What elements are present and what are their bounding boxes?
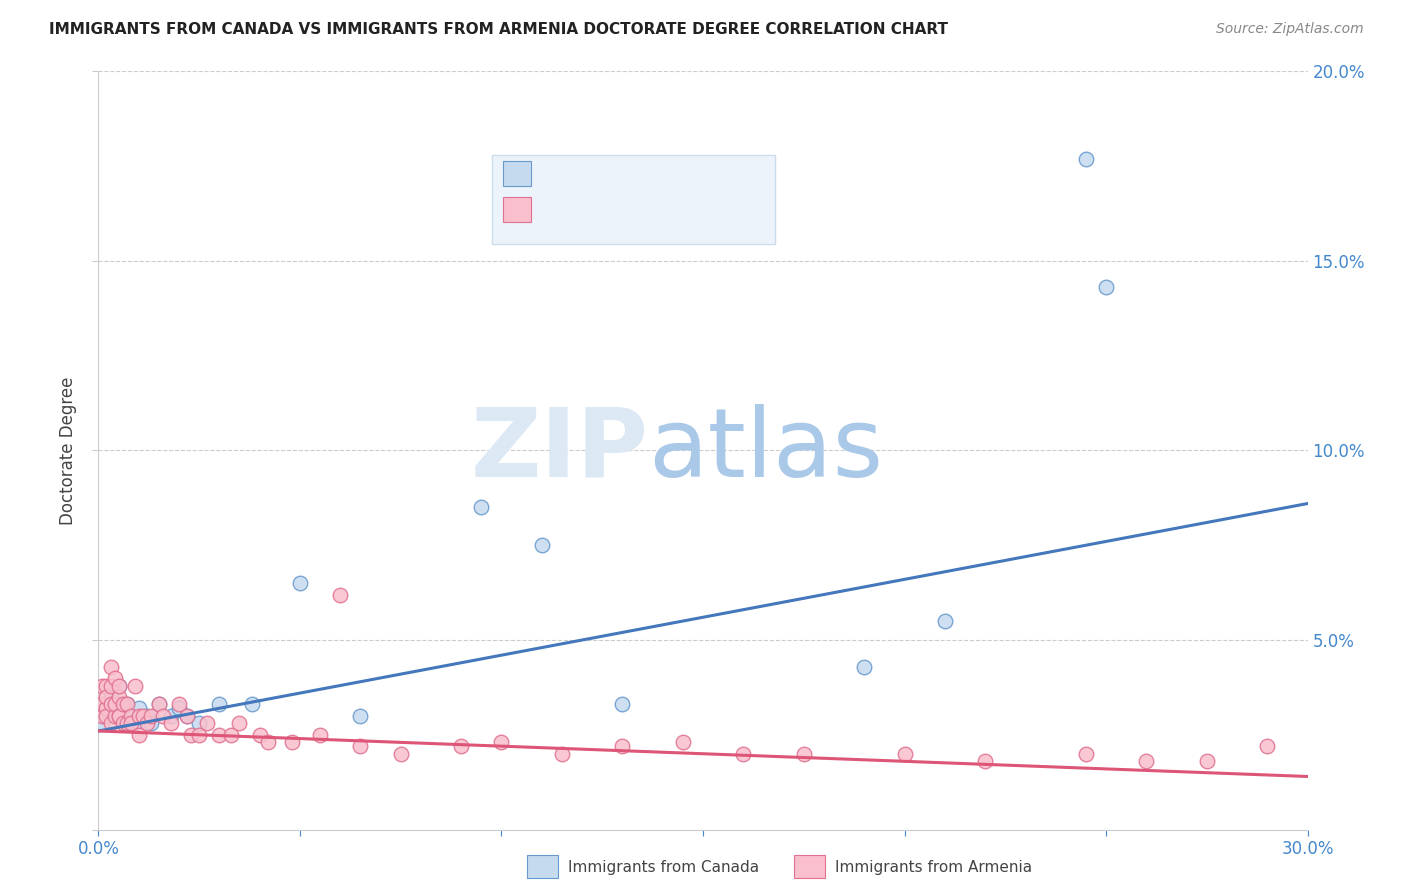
Point — [329, 588, 352, 602]
Point — [107, 690, 129, 704]
Point — [91, 698, 114, 712]
Point — [120, 708, 142, 723]
Point — [115, 698, 138, 712]
Text: Immigrants from Canada: Immigrants from Canada — [568, 860, 759, 874]
Point — [148, 698, 170, 712]
Point — [281, 735, 304, 749]
Point — [389, 747, 412, 761]
Point — [100, 716, 122, 731]
Point — [249, 728, 271, 742]
Point — [188, 728, 211, 742]
Point — [176, 708, 198, 723]
Point — [107, 679, 129, 693]
Point — [100, 679, 122, 693]
Point — [148, 698, 170, 712]
Point — [974, 755, 997, 769]
Point — [120, 716, 142, 731]
Point — [176, 708, 198, 723]
Point — [107, 679, 129, 693]
Text: atlas: atlas — [648, 404, 884, 497]
Point — [221, 728, 243, 742]
Text: R = -0.224   N = 61: R = -0.224 N = 61 — [543, 202, 693, 217]
Point — [91, 716, 114, 731]
Point — [349, 739, 371, 753]
Point — [152, 708, 174, 723]
Point — [612, 698, 634, 712]
Point — [551, 747, 574, 761]
Point — [132, 708, 155, 723]
Point — [91, 708, 114, 723]
Point — [256, 735, 278, 749]
Point — [91, 679, 114, 693]
Point — [240, 698, 263, 712]
Point — [934, 614, 956, 628]
Point — [612, 739, 634, 753]
Point — [208, 728, 231, 742]
Point — [309, 728, 332, 742]
Point — [1195, 755, 1218, 769]
Point — [111, 698, 134, 712]
Point — [733, 747, 755, 761]
Point — [96, 679, 118, 693]
Point — [1256, 739, 1278, 753]
Point — [180, 728, 202, 742]
Text: Immigrants from Armenia: Immigrants from Armenia — [835, 860, 1032, 874]
Point — [128, 708, 150, 723]
Point — [111, 716, 134, 731]
Point — [1074, 747, 1097, 761]
Point — [228, 716, 250, 731]
Point — [139, 708, 162, 723]
Point — [167, 701, 190, 715]
Text: Source: ZipAtlas.com: Source: ZipAtlas.com — [1216, 22, 1364, 37]
Point — [160, 716, 183, 731]
Point — [672, 735, 695, 749]
Point — [96, 701, 118, 715]
Point — [100, 659, 122, 673]
Point — [103, 708, 125, 723]
Text: ZIP: ZIP — [471, 404, 648, 497]
Point — [107, 708, 129, 723]
Point — [124, 716, 146, 731]
Point — [103, 708, 125, 723]
Point — [470, 500, 492, 515]
Point — [853, 659, 876, 673]
Point — [128, 701, 150, 715]
Point — [188, 716, 211, 731]
Point — [491, 735, 513, 749]
Point — [1074, 152, 1097, 166]
Point — [115, 716, 138, 731]
Point — [167, 698, 190, 712]
Point — [128, 728, 150, 742]
Point — [100, 698, 122, 712]
Point — [115, 698, 138, 712]
Point — [530, 538, 553, 552]
Point — [103, 671, 125, 685]
Text: R =  0.242   N = 29: R = 0.242 N = 29 — [543, 167, 692, 181]
Point — [107, 708, 129, 723]
Point — [100, 690, 122, 704]
Point — [208, 698, 231, 712]
Point — [96, 708, 118, 723]
Point — [349, 708, 371, 723]
Point — [120, 708, 142, 723]
Point — [1135, 755, 1157, 769]
Point — [450, 739, 472, 753]
Point — [111, 708, 134, 723]
Point — [107, 698, 129, 712]
Point — [288, 576, 311, 591]
Point — [793, 747, 815, 761]
Point — [1095, 280, 1118, 294]
Point — [124, 679, 146, 693]
Point — [103, 698, 125, 712]
Text: IMMIGRANTS FROM CANADA VS IMMIGRANTS FROM ARMENIA DOCTORATE DEGREE CORRELATION C: IMMIGRANTS FROM CANADA VS IMMIGRANTS FRO… — [49, 22, 948, 37]
Point — [893, 747, 915, 761]
Point — [96, 690, 118, 704]
Point — [139, 716, 162, 731]
Y-axis label: Doctorate Degree: Doctorate Degree — [59, 376, 77, 524]
Point — [195, 716, 218, 731]
Point — [135, 716, 157, 731]
Point — [160, 708, 183, 723]
Point — [135, 708, 157, 723]
Point — [96, 701, 118, 715]
